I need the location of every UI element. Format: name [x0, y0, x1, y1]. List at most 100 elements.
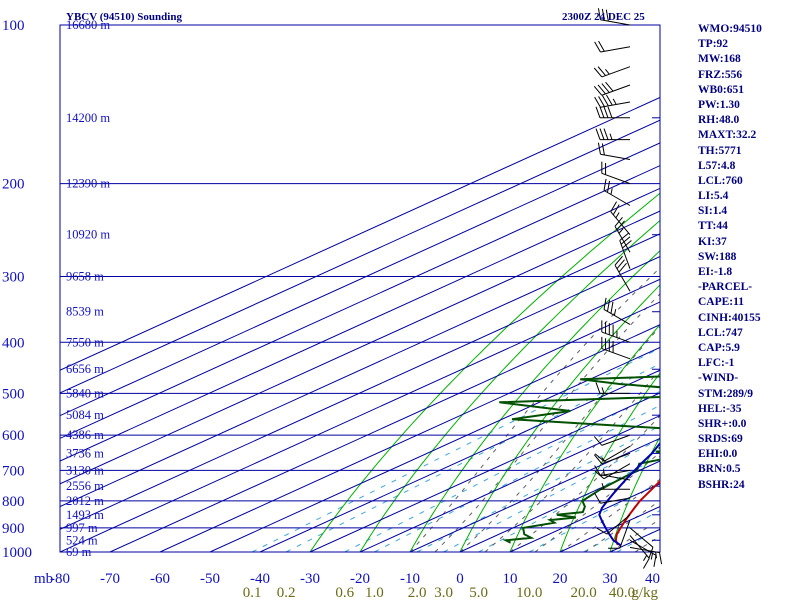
wind-barb — [608, 519, 631, 549]
mixing-ratio-units: g/kg — [631, 585, 658, 600]
isotherm-line — [60, 187, 660, 462]
barb-full-feather — [610, 301, 614, 314]
barb-shaft — [603, 445, 631, 462]
wind-barb — [593, 66, 631, 78]
barb-half-feather — [618, 228, 624, 234]
barb-shaft — [601, 452, 631, 465]
wind-barb — [594, 40, 631, 53]
barb-shaft — [629, 527, 654, 548]
index-item: EI:-1.8 — [698, 266, 733, 278]
pressure-axis-label: mb — [34, 571, 53, 587]
index-item: CAPE:11 — [698, 296, 744, 309]
parcel-line — [598, 441, 660, 546]
index-item: TP:92 — [698, 38, 729, 51]
barb-half-feather — [601, 387, 605, 394]
barb-full-feather — [606, 299, 611, 312]
isotherm-line — [209, 346, 660, 552]
barb-full-feather — [594, 492, 601, 504]
barb-full-feather — [616, 220, 625, 231]
barb-full-feather — [601, 83, 610, 93]
barb-full-feather — [605, 163, 607, 175]
mixing-ratio-label: 1.0 — [365, 585, 384, 600]
index-item: LFC:-1 — [698, 357, 735, 370]
barb-half-feather — [609, 133, 613, 140]
height-label: 1493 m — [66, 508, 104, 522]
barb-full-feather — [618, 262, 627, 273]
sounding-time: 2300Z 24 DEC 25 — [562, 11, 645, 23]
isotherm-line — [109, 301, 660, 552]
barb-full-feather — [596, 527, 608, 535]
barb-shaft — [601, 66, 631, 78]
barb-full-feather — [594, 41, 601, 53]
barb-shaft — [629, 546, 660, 554]
isotherm-line — [409, 437, 660, 552]
reference-lines — [60, 96, 660, 552]
wind-barb — [614, 255, 631, 292]
barb-full-feather — [606, 180, 611, 193]
barb-shaft — [619, 519, 631, 549]
wind-barb — [601, 161, 631, 185]
barb-half-feather — [605, 68, 610, 75]
barb-shaft — [600, 46, 631, 53]
index-item: LCL:760 — [698, 174, 743, 187]
mixing-ratio-line — [285, 363, 660, 552]
barb-full-feather — [605, 321, 607, 334]
isotherm-line — [309, 392, 660, 552]
height-label: 12390 m — [66, 177, 110, 191]
barb-full-feather — [605, 81, 614, 92]
barb-full-feather — [608, 323, 610, 335]
index-item: CAP:5.9 — [698, 341, 740, 354]
index-item: KI:37 — [698, 235, 727, 248]
pressure-grid — [59, 24, 661, 553]
index-item: SHR+:0.0 — [698, 417, 747, 430]
wind-barb — [603, 297, 631, 325]
index-item: WB0:651 — [698, 83, 744, 96]
isotherm-line — [259, 369, 660, 552]
mixing-ratio-label: 10.0 — [516, 585, 542, 600]
pressure-tick-label: 200 — [2, 177, 25, 193]
barb-shaft — [614, 226, 631, 253]
wind-barb — [610, 201, 631, 236]
barb-full-feather — [597, 66, 606, 76]
barb-shaft — [603, 463, 631, 480]
barb-full-feather — [594, 465, 601, 476]
barb-full-feather — [614, 255, 623, 266]
temperature-tick-label: -40 — [250, 571, 270, 587]
barb-full-feather — [597, 8, 601, 20]
barb-shaft — [601, 331, 631, 343]
isotherm-line — [60, 233, 660, 508]
index-item: -WIND- — [698, 372, 739, 385]
index-item: SI:1.4 — [698, 205, 728, 218]
mixing-ratio-label: 40.0 — [609, 585, 635, 600]
index-item: LCL:747 — [698, 326, 743, 339]
wind-barb — [593, 81, 631, 96]
barb-half-feather — [650, 553, 654, 560]
height-label: 4386 m — [66, 428, 104, 442]
barb-full-feather — [605, 94, 613, 106]
barb-full-feather — [597, 84, 606, 95]
dewpoint-line — [499, 375, 660, 544]
height-label: 2012 m — [66, 494, 104, 508]
barb-full-feather — [612, 204, 620, 216]
wind-barb — [595, 382, 630, 394]
height-label: 16680 m — [66, 18, 110, 32]
height-label: 997 m — [66, 521, 98, 535]
barb-full-feather — [642, 558, 650, 569]
height-label: 524 m — [66, 533, 98, 547]
pressure-tick-label: 1000 — [2, 545, 32, 561]
index-item: -PARCEL- — [698, 281, 753, 294]
barb-half-feather — [613, 309, 617, 316]
wind-barb — [601, 336, 631, 360]
wind-barbs — [593, 8, 663, 569]
wind-barb — [595, 128, 630, 141]
barb-full-feather — [598, 40, 605, 52]
mixing-ratio-label: 0.6 — [335, 585, 354, 600]
wind-barb — [594, 465, 631, 477]
barb-full-feather — [593, 85, 603, 96]
index-item: HEL:-35 — [698, 402, 742, 415]
barb-half-feather — [601, 457, 606, 463]
barb-full-feather — [610, 201, 618, 212]
wind-barb — [593, 434, 631, 446]
isotherm-line — [60, 210, 660, 485]
